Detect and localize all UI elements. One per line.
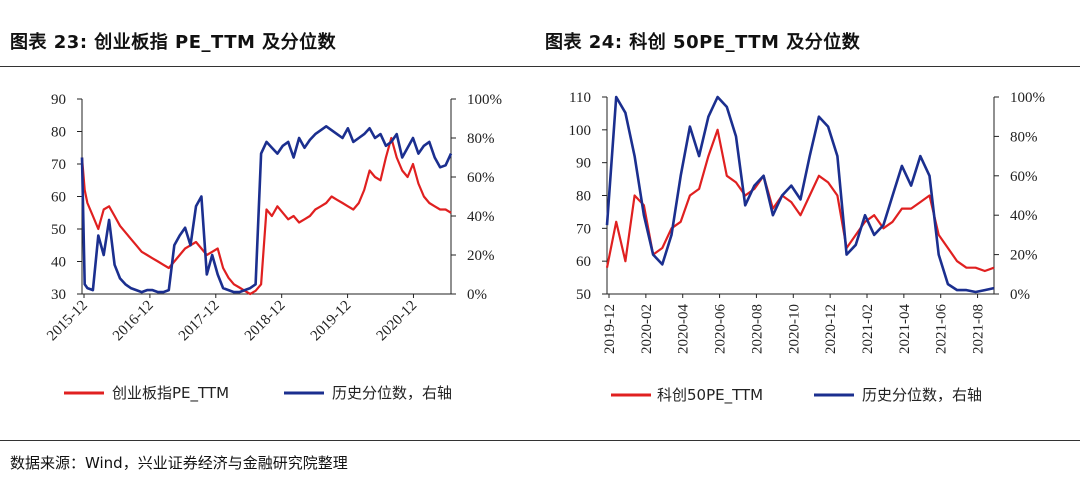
chart-right-left-tick-label: 90 xyxy=(576,156,591,172)
chart-right-x-tick-label: 2021-06 xyxy=(934,304,950,354)
chart-left-left-tick-label: 90 xyxy=(51,92,66,108)
chart-right-right-tick-label: 80% xyxy=(1010,129,1038,145)
chart-left-right-tick-label: 60% xyxy=(467,170,495,186)
chart-left-left-tick-label: 40 xyxy=(51,255,66,271)
chart-left-series-pe xyxy=(80,136,452,296)
source-note: 数据来源：Wind，兴业证券经济与金融研究院整理 xyxy=(10,454,348,472)
chart-left-x-tick-label: 2017-12 xyxy=(176,298,223,345)
chart-left-left-tick-label: 80 xyxy=(51,125,66,141)
chart-right-x-tick-label: 2020-02 xyxy=(639,304,655,354)
chart-right-left-tick-label: 50 xyxy=(576,287,591,303)
figure-title-left: 图表 23: 创业板指 PE_TTM 及分位数 xyxy=(10,32,337,53)
chart-right-x-tick-label: 2019-12 xyxy=(602,304,618,354)
chart-left-left-tick-label: 70 xyxy=(51,157,66,173)
chart-right-right-tick-label: 0% xyxy=(1010,287,1030,303)
chart-right-left-tick-label: 60 xyxy=(576,254,591,270)
chart-right-legend-label-pe: 科创50PE_TTM xyxy=(657,386,763,405)
chart-left-left-tick-label: 50 xyxy=(51,222,66,238)
chart-left-right-tick-label: 100% xyxy=(467,92,502,108)
chart-right-x-tick-label: 2021-04 xyxy=(897,304,913,354)
chart-left-left-tick-label: 60 xyxy=(51,190,66,206)
chart-right-left-tick-label: 100 xyxy=(569,123,592,139)
chart-left-left-tick-label: 30 xyxy=(51,287,66,303)
chart-right-x-tick-label: 2021-02 xyxy=(860,304,876,354)
chart-right-right-tick-label: 60% xyxy=(1010,169,1038,185)
chart-right-left-tick-label: 70 xyxy=(576,221,591,237)
chart-right-right-tick-label: 100% xyxy=(1010,90,1045,106)
chart-left-right-tick-label: 20% xyxy=(467,248,495,264)
chart-right-x-tick-label: 2021-08 xyxy=(971,304,987,354)
chart-right-right-tick-label: 20% xyxy=(1010,248,1038,264)
chart-left-right-tick-label: 0% xyxy=(467,287,487,303)
chart-left-x-tick-label: 2019-12 xyxy=(308,298,355,345)
chart-left-right-tick-label: 80% xyxy=(467,131,495,147)
top-rule xyxy=(0,66,1080,67)
chart-right-series-percentile xyxy=(605,95,995,294)
chart-right-x-tick-label: 2020-08 xyxy=(749,304,765,354)
figure-title-right: 图表 24: 科创 50PE_TTM 及分位数 xyxy=(545,32,861,53)
chart-left-x-tick-label: 2016-12 xyxy=(110,298,157,345)
chart-right-left-tick-label: 80 xyxy=(576,189,591,205)
chart-left-x-tick-label: 2020-12 xyxy=(374,298,421,345)
chart-left-legend-label-percentile: 历史分位数，右轴 xyxy=(332,384,452,402)
bottom-rule xyxy=(0,440,1080,441)
chart-left-legend-label-pe: 创业板指PE_TTM xyxy=(112,384,229,403)
chart-right-x-tick-label: 2020-10 xyxy=(786,304,802,354)
chart-left-series-percentile xyxy=(80,125,453,294)
chart-right-x-tick-label: 2020-04 xyxy=(676,304,692,354)
chart-left-x-tick-label: 2018-12 xyxy=(242,298,289,345)
chart-right-legend-label-percentile: 历史分位数，右轴 xyxy=(862,386,982,404)
chart-right-right-tick-label: 40% xyxy=(1010,208,1038,224)
chart-right-x-tick-label: 2020-06 xyxy=(713,304,729,354)
chart-right-x-tick-label: 2020-12 xyxy=(823,304,839,354)
chart-right-left-tick-label: 110 xyxy=(569,90,591,106)
chart-left-x-tick-label: 2015-12 xyxy=(44,298,91,345)
chart-left-right-tick-label: 40% xyxy=(467,209,495,225)
